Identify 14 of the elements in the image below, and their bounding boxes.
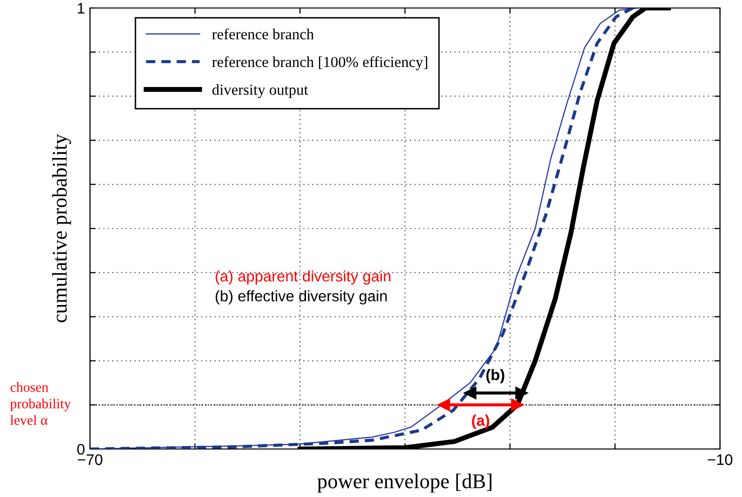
x-tick-label: −10 <box>708 454 732 466</box>
legend-label: reference branch <box>212 28 314 40</box>
y-tick-label: 0 <box>77 444 85 455</box>
ref-line-label: chosen probability level α <box>10 382 71 425</box>
x-tick-label: −70 <box>78 454 102 466</box>
annotation: (b) <box>486 369 504 384</box>
x-axis-title: power envelope [dB] <box>317 474 492 493</box>
annotation: (a) apparent diversity gain <box>216 270 390 285</box>
y-axis-title: cumulative probability <box>52 134 72 322</box>
legend-label: diversity output <box>212 84 308 98</box>
legend-label: reference branch [100% efficiency] <box>212 56 428 70</box>
annotation: (b) effective diversity gain <box>216 290 387 304</box>
y-tick-label: 1 <box>78 3 84 14</box>
annotation: (a) <box>472 414 490 429</box>
